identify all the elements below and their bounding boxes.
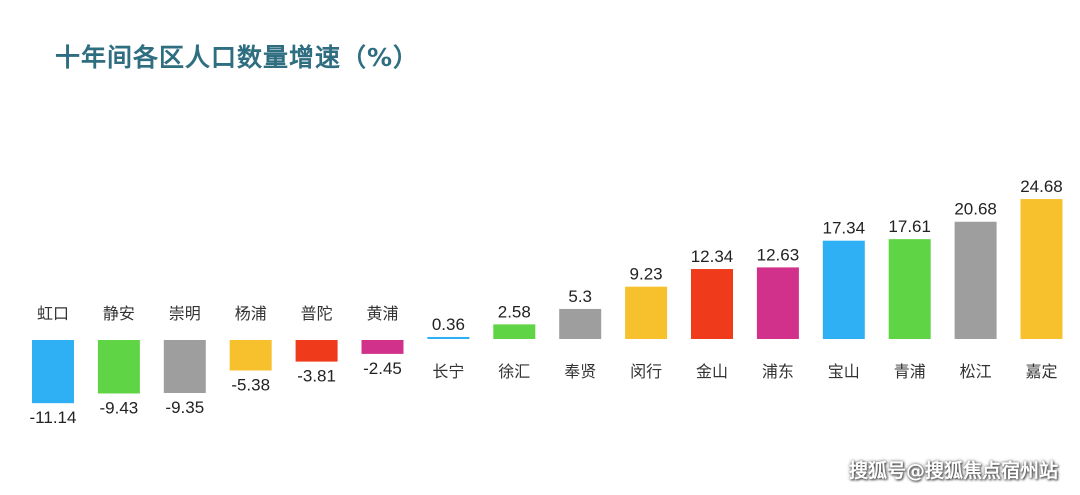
value-label: 12.63 xyxy=(757,245,800,264)
category-label: 嘉定 xyxy=(1025,362,1057,381)
bar xyxy=(97,340,140,394)
category-label: 奉贤 xyxy=(564,362,596,381)
category-label: 静安 xyxy=(103,304,135,323)
category-label: 金山 xyxy=(696,362,728,381)
category-label: 宝山 xyxy=(828,362,860,381)
value-label: 17.34 xyxy=(823,219,866,238)
bar xyxy=(822,240,865,339)
value-label: 12.34 xyxy=(691,247,734,266)
value-label: 17.61 xyxy=(888,217,931,236)
bar xyxy=(295,340,338,362)
watermark: 搜狐号@搜狐焦点宿州站 xyxy=(848,460,1058,482)
category-label: 青浦 xyxy=(894,362,926,381)
value-label: -9.35 xyxy=(165,398,204,417)
value-label: 5.3 xyxy=(568,287,592,306)
bar xyxy=(163,340,206,394)
bar xyxy=(32,340,74,404)
value-label: 0.36 xyxy=(432,315,465,334)
value-label: 9.23 xyxy=(630,265,663,284)
chart-title: 十年间各区人口数量增速（%） xyxy=(55,43,420,72)
category-label: 虹口 xyxy=(37,304,69,323)
bar xyxy=(1020,199,1063,339)
bar xyxy=(954,221,997,339)
bar xyxy=(427,336,470,339)
category-label: 杨浦 xyxy=(235,304,267,323)
value-label: -3.81 xyxy=(297,367,336,386)
bar xyxy=(361,340,404,354)
bar xyxy=(493,324,536,339)
value-label: -2.45 xyxy=(363,359,402,378)
bar xyxy=(691,269,733,339)
category-label: 松江 xyxy=(960,362,992,381)
category-label: 浦东 xyxy=(762,362,794,381)
category-label: 普陀 xyxy=(301,304,333,323)
bar xyxy=(559,308,602,339)
bar xyxy=(888,239,931,339)
category-label: 闵行 xyxy=(630,362,662,381)
bar xyxy=(756,267,799,339)
category-label: 崇明 xyxy=(169,304,201,323)
value-label: 20.68 xyxy=(954,200,997,219)
value-label: -11.14 xyxy=(30,408,77,427)
category-label: 黄浦 xyxy=(366,304,398,323)
value-label: 2.58 xyxy=(498,302,531,321)
category-label: 长宁 xyxy=(432,362,464,381)
value-label: -9.43 xyxy=(100,398,139,417)
value-label: -5.38 xyxy=(231,376,270,395)
bar xyxy=(229,340,272,371)
value-label: 24.68 xyxy=(1020,177,1063,196)
bar xyxy=(625,286,668,339)
category-label: 徐汇 xyxy=(498,362,530,381)
